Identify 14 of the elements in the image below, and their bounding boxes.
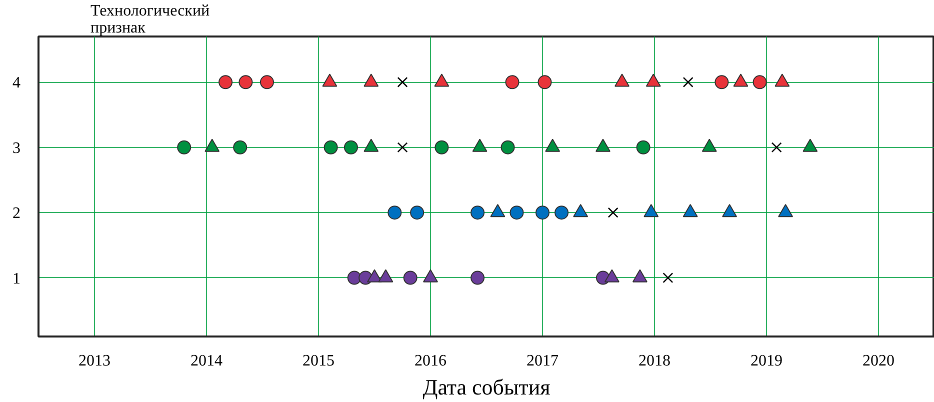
- x-axis-title: Дата события: [422, 374, 550, 400]
- x-tick-label: 2018: [638, 352, 670, 370]
- x-tick-label: 2015: [302, 352, 334, 370]
- x-tick-label: 2016: [414, 352, 446, 370]
- x-tick-label: 2020: [862, 352, 894, 370]
- x-tick-label: 2017: [526, 352, 558, 370]
- x-tick-label: 2014: [190, 352, 222, 370]
- y-tick-label: 2: [12, 205, 20, 222]
- x-tick-label: 2019: [750, 352, 782, 370]
- y-tick-label: 4: [12, 74, 20, 92]
- y-tick-label: 3: [12, 140, 20, 157]
- y-tick-label: 1: [12, 270, 20, 288]
- x-tick-label: 2013: [78, 352, 110, 370]
- y-axis-title: Технологический признак: [90, 2, 210, 36]
